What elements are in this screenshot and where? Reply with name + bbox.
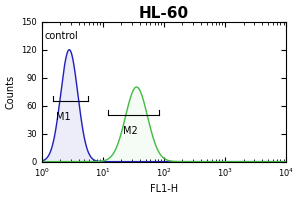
X-axis label: FL1-H: FL1-H xyxy=(150,184,178,194)
Title: HL-60: HL-60 xyxy=(139,6,189,21)
Text: control: control xyxy=(45,31,79,41)
Text: M1: M1 xyxy=(56,112,70,122)
Y-axis label: Counts: Counts xyxy=(6,75,16,109)
Text: M2: M2 xyxy=(123,126,138,136)
